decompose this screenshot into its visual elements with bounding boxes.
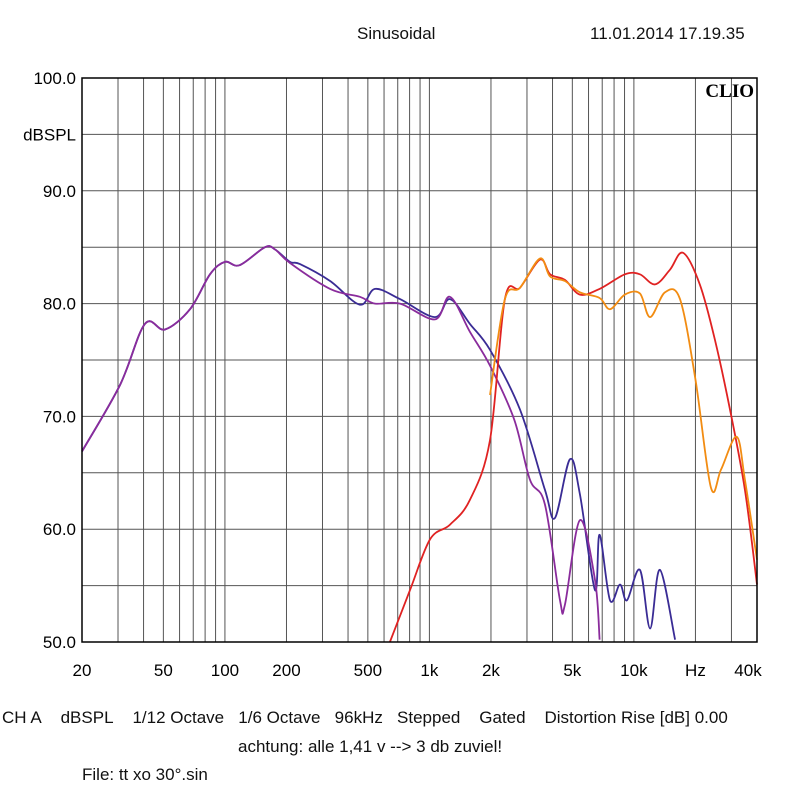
- series-tweeter-orange: [489, 257, 758, 560]
- setting-distortion: Distortion Rise [dB] 0.00: [544, 708, 728, 727]
- x-tick-label: 5k: [563, 661, 581, 680]
- footer-settings: CH A dBSPL 1/12 Octave 1/6 Octave 96kHz …: [2, 708, 728, 728]
- x-tick-label: 100: [211, 661, 239, 680]
- setting-resolution: 1/6 Octave: [238, 708, 321, 727]
- y-tick-label: 100.0: [33, 69, 76, 88]
- x-tick-label: 20: [73, 661, 92, 680]
- setting-gating: Gated: [479, 708, 526, 727]
- series-woofer-blue: [81, 245, 676, 640]
- y-tick-label: 90.0: [43, 182, 76, 201]
- series-woofer-purple: [81, 245, 601, 640]
- y-tick-label: 70.0: [43, 407, 76, 426]
- chart-title: Sinusoidal: [357, 24, 436, 43]
- footer-note: achtung: alle 1,41 v --> 3 db zuviel!: [238, 737, 503, 756]
- y-tick-label: 50.0: [43, 633, 76, 652]
- setting-smoothing: 1/12 Octave: [132, 708, 225, 727]
- x-tick-label: 200: [272, 661, 300, 680]
- x-tick-label: 10k: [620, 661, 648, 680]
- curves: [81, 245, 758, 643]
- setting-sweep: Stepped: [397, 708, 461, 727]
- x-tick-label: 500: [354, 661, 382, 680]
- timestamp: 11.01.2014 17.19.35: [590, 24, 745, 43]
- x-tick-label: 1k: [420, 661, 438, 680]
- plot-frame: [81, 77, 758, 643]
- x-tick-label: 40k: [734, 661, 762, 680]
- x-tick-label: 50: [154, 661, 173, 680]
- y-tick-label: 60.0: [43, 520, 76, 539]
- series-tweeter-red: [389, 251, 758, 643]
- x-tick-label: Hz: [685, 661, 706, 680]
- grid: [81, 78, 758, 642]
- x-tick-labels: 20 50 100 200 500 1k 2k 5k 10k Hz 40k: [73, 661, 763, 680]
- y-tick-label: dBSPL: [23, 125, 76, 144]
- y-tick-labels: 100.0 dBSPL 90.0 80.0 70.0 60.0 50.0: [23, 69, 76, 652]
- footer-file: File: tt xo 30°.sin: [82, 765, 208, 784]
- setting-channel: CH A: [2, 708, 42, 727]
- setting-unit: dBSPL: [60, 708, 114, 727]
- y-tick-label: 80.0: [43, 295, 76, 314]
- setting-samplerate: 96kHz: [334, 708, 383, 727]
- clio-logo: CLIO: [705, 81, 754, 102]
- x-tick-label: 2k: [482, 661, 500, 680]
